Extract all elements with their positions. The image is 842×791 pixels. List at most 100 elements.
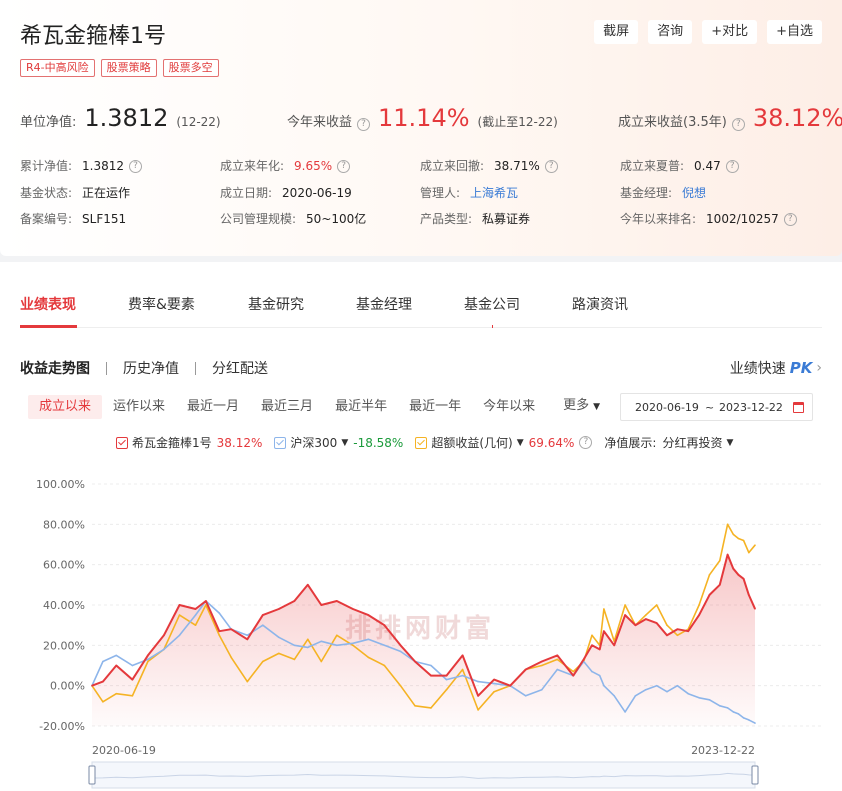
y-tick-label: 0.00%	[50, 680, 85, 693]
tab-manager[interactable]: 基金经理	[356, 297, 412, 313]
data-point	[307, 584, 309, 586]
data-point	[613, 695, 615, 697]
data-point	[383, 624, 386, 626]
checkbox-icon[interactable]	[415, 436, 428, 449]
data-point	[754, 722, 756, 724]
data-point	[102, 660, 104, 663]
data-point	[666, 690, 668, 693]
data-point	[414, 705, 416, 707]
quick-pk-link[interactable]: 业绩快速 PK ›	[730, 358, 822, 378]
data-point	[194, 624, 197, 626]
data-point	[218, 634, 221, 637]
tab-roadshow[interactable]: 路演资讯	[572, 297, 628, 313]
risk-tag: R4-中高风险	[20, 59, 95, 77]
data-point	[163, 648, 165, 651]
nav-display-label: 净值展示:	[604, 436, 657, 450]
tab-research[interactable]: 基金研究	[248, 297, 304, 313]
data-point	[230, 628, 232, 630]
data-point	[742, 539, 745, 542]
subnav-dividends[interactable]: 分红配送	[212, 361, 268, 377]
help-icon[interactable]: ?	[579, 436, 593, 449]
data-point	[262, 614, 264, 616]
tab-fees[interactable]: 费率&要素	[128, 297, 195, 313]
data-point	[131, 695, 134, 697]
info-value[interactable]: 上海希瓦	[470, 185, 519, 200]
zoom-handle[interactable]	[751, 765, 759, 785]
consult-button[interactable]: 咨询	[648, 20, 693, 44]
info-label: 基金经理:	[620, 185, 673, 200]
data-point	[541, 664, 543, 667]
data-point	[676, 684, 679, 687]
data-point	[541, 688, 543, 691]
data-point	[205, 604, 207, 606]
help-icon[interactable]: ?	[783, 213, 797, 226]
legend-value: 38.12%	[216, 435, 263, 450]
legend-value: 69.64%	[528, 435, 575, 450]
legend-item[interactable]: 沪深300 ▼ -18.58%	[274, 434, 403, 451]
caret-down-icon: ▼	[726, 437, 734, 448]
legend-item[interactable]: 希瓦金箍棒1号 38.12%	[116, 434, 262, 451]
info-label: 产品类型:	[420, 212, 473, 226]
help-icon[interactable]: ?	[725, 160, 739, 173]
data-point	[278, 608, 280, 610]
subnav-return-trend[interactable]: 收益走势图	[20, 361, 90, 377]
help-icon[interactable]: ?	[544, 160, 558, 173]
date-range-picker[interactable]: 2020-06-19 ~ 2023-12-22	[620, 393, 813, 421]
data-point	[634, 624, 637, 626]
info-row: 累计净值: 1.3812? 成立来年化: 9.65%? 成立来回撤: 38.71%? 成立来…	[20, 157, 830, 184]
legend-item[interactable]: 超额收益(几何) ▼ 69.64%?	[415, 434, 593, 451]
info-item: 今年以来排名: 1002/10257?	[620, 210, 797, 227]
tab-performance[interactable]: 业绩表现	[20, 297, 76, 313]
help-icon[interactable]: ?	[129, 160, 143, 173]
data-point	[477, 709, 479, 711]
info-row: 基金状态: 正在运作 成立日期: 2020-06-19 管理人: 上海希瓦 基金经理: 倪想	[20, 184, 830, 211]
data-point	[320, 604, 323, 606]
info-value[interactable]: 倪想	[682, 185, 707, 200]
data-point	[163, 634, 165, 637]
y-tick-label: 40.00%	[43, 599, 85, 612]
fund-tags: R4-中高风险 股票策略 股票多空	[20, 59, 219, 77]
checkbox-icon[interactable]	[116, 436, 128, 449]
unit-nav: 单位净值: 1.3812 (12-22)	[20, 104, 221, 132]
range-3m[interactable]: 最近三月	[261, 398, 314, 414]
zoom-handle[interactable]	[88, 765, 96, 785]
caret-down-icon[interactable]: ▼	[341, 437, 349, 448]
data-point	[493, 690, 495, 693]
watchlist-button[interactable]: +自选	[767, 20, 822, 44]
range-since-inception[interactable]: 成立以来	[28, 394, 103, 419]
subnav-history-nav[interactable]: 历史净值	[123, 361, 179, 377]
range-6m[interactable]: 最近半年	[335, 398, 388, 414]
help-icon[interactable]: ?	[337, 160, 351, 173]
caret-down-icon[interactable]: ▼	[516, 437, 524, 448]
data-point	[591, 634, 593, 637]
range-1m[interactable]: 最近一月	[187, 398, 240, 414]
data-point	[477, 680, 479, 683]
range-more-dropdown[interactable]: 更多 ▼	[552, 394, 611, 419]
data-point	[461, 654, 464, 657]
tab-company[interactable]: 基金公司	[464, 297, 520, 313]
checkbox-icon[interactable]	[274, 436, 287, 449]
data-point	[147, 654, 149, 657]
screenshot-button[interactable]: 截屏	[594, 20, 639, 44]
data-point	[336, 634, 338, 637]
nav-display-selector[interactable]: 净值展示: 分红再投资 ▼	[604, 434, 733, 451]
range-ytd[interactable]: 今年以来	[483, 398, 536, 414]
compare-button[interactable]: +对比	[702, 20, 758, 44]
range-1y[interactable]: 最近一年	[409, 398, 462, 414]
data-point	[708, 574, 711, 576]
caret-down-icon: ▼	[593, 402, 601, 412]
info-item: 备案编号: SLF151	[20, 210, 126, 227]
info-row: 备案编号: SLF151 公司管理规模: 50~100亿 产品类型: 私募证券 今年以来排名…	[20, 210, 830, 237]
legend-name: 超额收益(几何)	[431, 436, 513, 450]
data-point	[582, 658, 585, 661]
help-icon[interactable]: ?	[731, 118, 745, 131]
series-line	[91, 553, 756, 697]
data-point	[352, 608, 354, 610]
data-point	[687, 630, 689, 632]
strategy-tag: 股票策略	[100, 59, 157, 77]
help-icon[interactable]: ?	[357, 118, 371, 131]
range-since-operation[interactable]: 运作以来	[113, 398, 166, 414]
info-value: 正在运作	[82, 185, 131, 200]
return-trend-chart[interactable]: 100.00% 80.00% 60.00% 40.00% 20.00% 0.00% -20.…	[0, 472, 842, 791]
data-point	[307, 646, 309, 649]
